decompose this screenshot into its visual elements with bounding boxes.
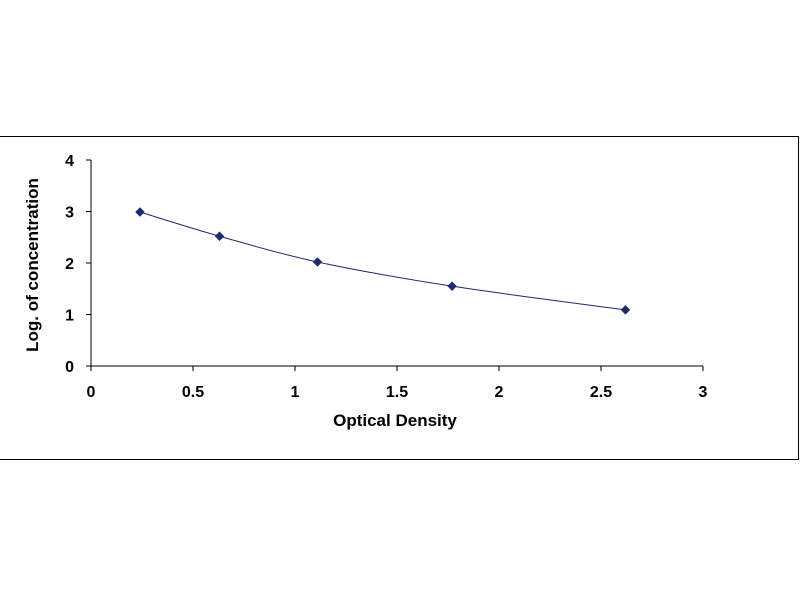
data-point-marker bbox=[620, 305, 631, 315]
y-tick-label: 1 bbox=[65, 308, 74, 325]
x-tick-label: 1.5 bbox=[386, 384, 408, 401]
y-tick-label: 2 bbox=[65, 256, 74, 273]
x-tick-label: 0 bbox=[87, 384, 96, 401]
y-axis-title: Log. of concentration bbox=[23, 178, 42, 352]
axes bbox=[90, 160, 703, 367]
data-point-marker bbox=[135, 207, 145, 217]
y-tick-label: 0 bbox=[65, 359, 74, 376]
series-curve bbox=[139, 211, 626, 311]
x-axis-title: Optical Density bbox=[333, 411, 457, 430]
x-tick-label: 3 bbox=[699, 384, 708, 401]
data-point-marker bbox=[312, 257, 323, 267]
x-tick-label: 1 bbox=[291, 384, 300, 401]
y-tick-label: 3 bbox=[65, 205, 74, 222]
x-tick-label: 2.5 bbox=[590, 384, 612, 401]
x-tick-label: 2 bbox=[495, 384, 504, 401]
x-tick-label: 0.5 bbox=[182, 384, 204, 401]
data-point-marker bbox=[447, 281, 457, 292]
data-point-marker bbox=[214, 231, 225, 242]
chart-frame bbox=[0, 136, 799, 460]
x-tick-labels: 0 0.5 1 1.5 2 2.5 3 bbox=[87, 384, 708, 401]
y-tick-labels: 0 1 2 3 4 bbox=[65, 153, 74, 376]
y-tick-label: 4 bbox=[65, 153, 74, 170]
tick-marks bbox=[86, 159, 704, 371]
data-markers bbox=[135, 207, 631, 315]
